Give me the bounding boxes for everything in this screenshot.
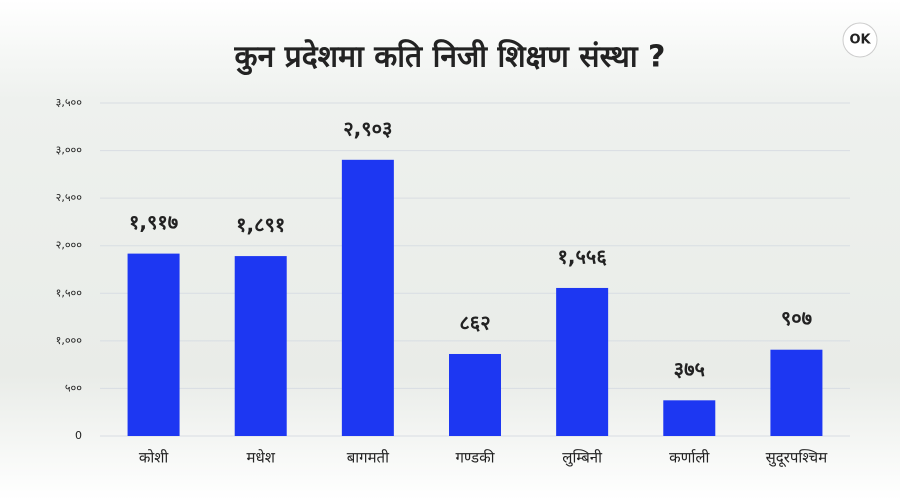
logo-text: OK — [849, 33, 871, 48]
y-tick-label: २,५०० — [56, 191, 83, 204]
value-label: ८६२ — [459, 310, 490, 334]
value-label: १,९१७ — [129, 210, 178, 234]
value-label: १,५५६ — [558, 244, 608, 268]
logo: OK — [842, 22, 878, 58]
x-tick-label: कर्णाली — [669, 449, 710, 467]
y-tick-label: ३,००० — [56, 144, 83, 157]
value-label: १,८९१ — [236, 213, 285, 237]
y-tick-label: ५०० — [65, 381, 82, 394]
bar — [234, 256, 287, 436]
bar — [127, 253, 180, 436]
x-tick-label: गण्डकी — [455, 449, 495, 467]
y-tick-label: 0 — [75, 429, 82, 442]
y-tick-label: १,५०० — [56, 286, 83, 299]
bar — [449, 353, 501, 436]
bar — [663, 400, 716, 436]
bar — [556, 287, 609, 436]
bar — [341, 159, 394, 436]
logo-badge — [842, 22, 878, 58]
y-tick-label: ३,५०० — [56, 96, 83, 109]
x-tick-label: कोशी — [139, 449, 170, 467]
value-label: २,९०३ — [343, 116, 392, 140]
value-label: ३७५ — [674, 357, 705, 381]
x-tick-label: बागमती — [347, 449, 390, 467]
x-tick-label: लुम्बिनी — [562, 449, 603, 468]
chart-title: कुन प्रदेशमा कति निजी शिक्षण संस्था ? — [234, 39, 666, 76]
value-label: ९०७ — [781, 306, 812, 330]
y-tick-label: १,००० — [56, 334, 83, 347]
x-tick-label: सुदूरपश्चिम — [766, 449, 829, 468]
y-tick-label: २,००० — [56, 239, 83, 252]
bar — [770, 349, 823, 436]
x-tick-label: मधेश — [247, 449, 276, 467]
